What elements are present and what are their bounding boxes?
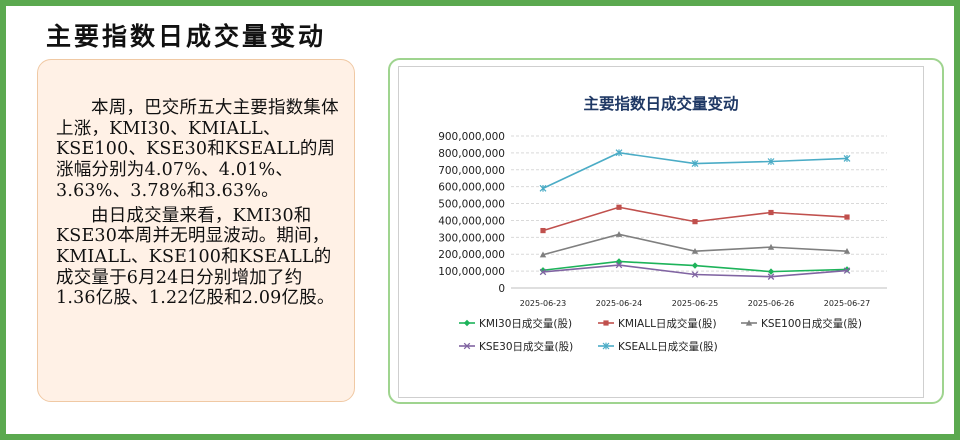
data-point — [539, 268, 547, 276]
data-point — [767, 158, 775, 165]
legend-item: KSEALL日成交量(股) — [598, 340, 718, 353]
legend-item: KSE100日成交量(股) — [741, 317, 862, 330]
legend-marker — [463, 342, 471, 350]
data-point — [616, 204, 622, 210]
x-tick-label: 2025-06-27 — [824, 299, 871, 308]
y-tick-label: 300,000,000 — [438, 232, 505, 244]
data-point — [691, 160, 699, 167]
legend-label: KMI30日成交量(股) — [479, 317, 572, 330]
legend-label: KSEALL日成交量(股) — [618, 340, 718, 353]
legend-marker — [603, 320, 609, 326]
chart-title: 主要指数日成交量变动 — [583, 94, 738, 113]
y-tick-label: 400,000,000 — [438, 215, 505, 227]
chart-container: 主要指数日成交量变动 0 100,000,000 200,000,000 300,00… — [388, 58, 944, 404]
data-point — [692, 219, 698, 225]
data-point — [767, 243, 775, 250]
y-tick-label: 0 — [498, 283, 505, 295]
data-point — [615, 231, 623, 237]
y-tick-label: 800,000,000 — [438, 148, 505, 160]
data-point — [691, 262, 699, 269]
legend-label: KSE30日成交量(股) — [479, 340, 573, 353]
chart-area: 主要指数日成交量变动 0 100,000,000 200,000,000 300,00… — [398, 66, 924, 398]
x-tick-label: 2025-06-24 — [596, 299, 643, 308]
series-line — [542, 206, 848, 232]
y-tick-label: 900,000,000 — [438, 131, 505, 143]
legend-label: KSE100日成交量(股) — [761, 317, 862, 330]
legend-marker — [463, 319, 471, 327]
legend-marker — [745, 319, 753, 326]
data-point — [844, 214, 850, 220]
data-point — [691, 247, 699, 254]
x-tick-label: 2025-06-23 — [520, 299, 567, 308]
series-line — [542, 151, 848, 190]
data-point — [615, 258, 623, 265]
line-chart: 主要指数日成交量变动 0 100,000,000 200,000,000 300,00… — [438, 94, 887, 353]
legend-item: KMIALL日成交量(股) — [598, 317, 717, 330]
y-tick-label: 500,000,000 — [438, 199, 505, 211]
data-point — [539, 184, 547, 192]
y-tick-label: 200,000,000 — [438, 249, 505, 261]
data-point — [843, 247, 851, 254]
legend-item: KSE30日成交量(股) — [459, 340, 573, 353]
data-point — [768, 209, 774, 216]
data-point — [539, 251, 547, 258]
data-point — [615, 149, 623, 157]
data-point — [615, 261, 623, 269]
legend-item: KMI30日成交量(股) — [459, 317, 572, 330]
y-tick-label: 600,000,000 — [438, 182, 505, 194]
x-tick-label: 2025-06-26 — [748, 299, 795, 308]
data-point — [843, 155, 851, 162]
data-point — [767, 273, 775, 280]
legend-marker — [602, 342, 610, 350]
x-tick-label: 2025-06-25 — [672, 299, 719, 308]
data-point — [539, 267, 547, 274]
page-title: 主要指数日成交量变动 — [46, 22, 327, 51]
data-point — [540, 227, 546, 234]
y-tick-label: 100,000,000 — [438, 266, 505, 278]
data-point — [843, 267, 851, 274]
y-tick-label: 700,000,000 — [438, 165, 505, 177]
data-point — [767, 268, 775, 275]
summary-paragraph-2: 由日成交量来看，KMI30和KSE30本周并无明显波动。期间，KMIALL、KS… — [56, 205, 335, 309]
summary-paragraph-1: 本周，巴交所五大主要指数集体上涨，KMI30、KMIALL、KSE100、KSE… — [56, 98, 339, 201]
data-point — [843, 266, 851, 273]
summary-textbox: 本周，巴交所五大主要指数集体上涨，KMI30、KMIALL、KSE100、KSE… — [37, 59, 355, 402]
legend-label: KMIALL日成交量(股) — [618, 317, 717, 330]
data-point — [691, 271, 699, 278]
